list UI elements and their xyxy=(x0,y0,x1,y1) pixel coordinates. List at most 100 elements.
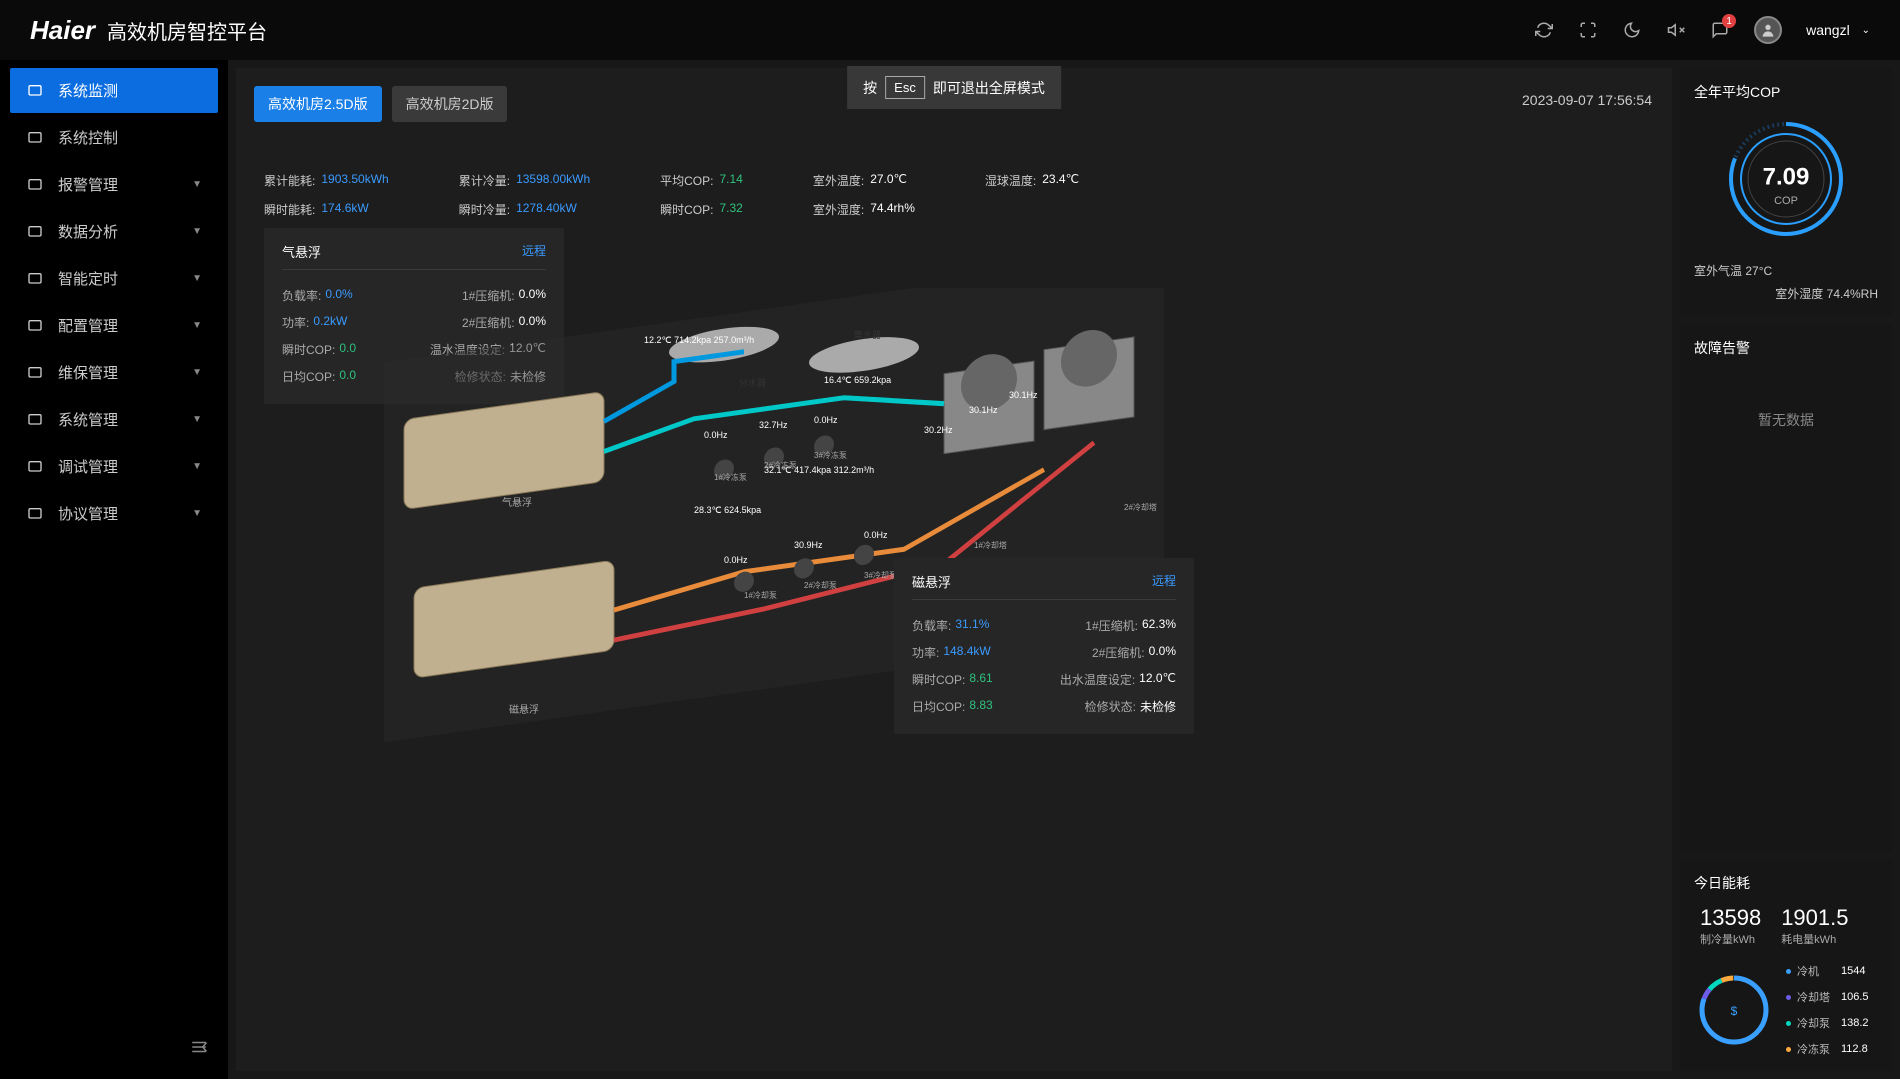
sidebar-item-label: 协议管理 xyxy=(58,503,118,524)
svg-text:0.0Hz: 0.0Hz xyxy=(704,430,728,440)
refresh-icon[interactable] xyxy=(1534,20,1554,40)
svg-text:集水器: 集水器 xyxy=(854,329,881,340)
sidebar-item-3[interactable]: 数据分析 ▼ xyxy=(10,209,218,254)
fault-empty: 暂无数据 xyxy=(1694,370,1878,470)
sidebar-item-9[interactable]: 协议管理 ▼ xyxy=(10,491,218,536)
mode-link[interactable]: 远程 xyxy=(1152,572,1176,591)
svg-text:3#冷冻泵: 3#冷冻泵 xyxy=(814,450,847,460)
message-icon[interactable]: 1 xyxy=(1710,20,1730,40)
svg-text:0.0Hz: 0.0Hz xyxy=(864,530,888,540)
nav-icon xyxy=(26,458,44,476)
cooling-value: 13598 xyxy=(1700,905,1761,931)
fullscreen-icon[interactable] xyxy=(1578,20,1598,40)
sidebar-item-label: 系统控制 xyxy=(58,127,118,148)
fault-card: 故障告警 暂无数据 xyxy=(1680,324,1892,851)
notification-badge: 1 xyxy=(1722,14,1736,28)
nav-icon xyxy=(26,129,44,147)
svg-text:2#冷却泵: 2#冷却泵 xyxy=(804,580,837,590)
svg-text:28.3℃ 624.5kpa: 28.3℃ 624.5kpa xyxy=(694,505,761,515)
nav-icon xyxy=(26,223,44,241)
svg-text:30.1Hz: 30.1Hz xyxy=(1009,390,1038,400)
sidebar-item-label: 系统管理 xyxy=(58,409,118,430)
stats-row: 累计能耗:1903.50kWh 瞬时能耗:174.6kW 累计冷量:13598.… xyxy=(254,172,1654,218)
legend-item: 冷却塔106.5 xyxy=(1786,989,1869,1005)
moon-icon[interactable] xyxy=(1622,20,1642,40)
info-card-magnetic: 磁悬浮 远程 负载率:31.1%1#压缩机:62.3%功率:148.4kW2#压… xyxy=(894,558,1194,734)
svg-text:12.2℃ 714.2kpa 257.0m³/h: 12.2℃ 714.2kpa 257.0m³/h xyxy=(644,335,754,345)
chevron-down-icon: ▼ xyxy=(192,226,202,237)
sidebar-item-label: 报警管理 xyxy=(58,174,118,195)
info-row: 功率:148.4kW2#压缩机:0.0% xyxy=(912,639,1176,666)
svg-text:$: $ xyxy=(1731,1004,1738,1018)
info-row: 日均COP:8.83检修状态:未检修 xyxy=(912,693,1176,720)
sidebar-item-4[interactable]: 智能定时 ▼ xyxy=(10,256,218,301)
svg-text:32.7Hz: 32.7Hz xyxy=(759,420,788,430)
sidebar-item-7[interactable]: 系统管理 ▼ xyxy=(10,397,218,442)
timestamp: 2023-09-07 17:56:54 xyxy=(1522,92,1652,108)
chevron-down-icon: ▼ xyxy=(192,461,202,472)
svg-text:2#冷冻泵: 2#冷冻泵 xyxy=(764,460,797,470)
power-value: 1901.5 xyxy=(1781,905,1848,931)
svg-text:1#冷却塔: 1#冷却塔 xyxy=(974,540,1007,550)
nav-icon xyxy=(26,364,44,382)
svg-text:1#冷冻泵: 1#冷冻泵 xyxy=(714,472,747,482)
sidebar-item-8[interactable]: 调试管理 ▼ xyxy=(10,444,218,489)
sidebar: 系统监测系统控制报警管理▼数据分析▼智能定时▼配置管理▼维保管理▼系统管理▼调试… xyxy=(0,60,228,1079)
chevron-down-icon: ▼ xyxy=(192,367,202,378)
main-panel: 按 Esc 即可退出全屏模式 高效机房2.5D版 高效机房2D版 2023-09… xyxy=(236,68,1672,1071)
mode-link[interactable]: 远程 xyxy=(522,242,546,261)
sidebar-item-label: 调试管理 xyxy=(58,456,118,477)
legend-item: 冷机1544 xyxy=(1786,963,1869,979)
cop-value: 7.09 xyxy=(1763,164,1810,192)
svg-text:气悬浮: 气悬浮 xyxy=(502,496,532,509)
nav-icon xyxy=(26,176,44,194)
app-header: Haier 高效机房智控平台 1 wangzl ⌄ xyxy=(0,0,1900,60)
svg-text:1#冷却泵: 1#冷却泵 xyxy=(744,590,777,600)
sidebar-item-label: 系统监测 xyxy=(58,80,118,101)
svg-text:30.2Hz: 30.2Hz xyxy=(924,425,953,435)
sidebar-item-label: 配置管理 xyxy=(58,315,118,336)
svg-text:0.0Hz: 0.0Hz xyxy=(724,555,748,565)
sidebar-item-label: 智能定时 xyxy=(58,268,118,289)
esc-hint: 按 Esc 即可退出全屏模式 xyxy=(847,66,1061,109)
chevron-down-icon: ▼ xyxy=(192,508,202,519)
esc-key: Esc xyxy=(885,76,925,99)
sidebar-item-label: 维保管理 xyxy=(58,362,118,383)
svg-text:16.4℃ 659.2kpa: 16.4℃ 659.2kpa xyxy=(824,375,891,385)
info-row: 瞬时COP:8.61出水温度设定:12.0℃ xyxy=(912,666,1176,693)
legend-item: 冷冻泵112.8 xyxy=(1786,1041,1869,1057)
chevron-down-icon: ▼ xyxy=(192,179,202,190)
brand-logo: Haier xyxy=(30,15,95,46)
energy-card: 今日能耗 13598 制冷量kWh 1901.5 耗电量kWh xyxy=(1680,859,1892,1071)
sidebar-item-6[interactable]: 维保管理 ▼ xyxy=(10,350,218,395)
chevron-down-icon: ▼ xyxy=(192,414,202,425)
sidebar-item-2[interactable]: 报警管理 ▼ xyxy=(10,162,218,207)
nav-icon xyxy=(26,270,44,288)
svg-text:磁悬浮: 磁悬浮 xyxy=(509,703,539,716)
chevron-down-icon: ▼ xyxy=(192,320,202,331)
collapse-sidebar-icon[interactable] xyxy=(180,1028,218,1071)
nav-icon xyxy=(26,82,44,100)
nav-icon xyxy=(26,411,44,429)
svg-text:0.0Hz: 0.0Hz xyxy=(814,415,838,425)
username[interactable]: wangzl ⌄ xyxy=(1806,22,1870,38)
sidebar-item-label: 数据分析 xyxy=(58,221,118,242)
nav-icon xyxy=(26,505,44,523)
sidebar-item-5[interactable]: 配置管理 ▼ xyxy=(10,303,218,348)
sidebar-item-1[interactable]: 系统控制 xyxy=(10,115,218,160)
app-title: 高效机房智控平台 xyxy=(107,16,267,45)
svg-text:分水器: 分水器 xyxy=(739,377,766,388)
svg-text:2#冷却塔: 2#冷却塔 xyxy=(1124,502,1157,512)
info-row: 负载率:31.1%1#压缩机:62.3% xyxy=(912,612,1176,639)
chevron-down-icon: ▼ xyxy=(192,273,202,284)
svg-text:30.1Hz: 30.1Hz xyxy=(969,405,998,415)
user-avatar[interactable] xyxy=(1754,16,1782,44)
tab-2d[interactable]: 高效机房2D版 xyxy=(392,86,508,122)
cop-card: 全年平均COP 7.09 COP 室外气温 27°C xyxy=(1680,68,1892,316)
tab-25d[interactable]: 高效机房2.5D版 xyxy=(254,86,382,122)
legend-item: 冷却泵138.2 xyxy=(1786,1015,1869,1031)
sidebar-item-0[interactable]: 系统监测 xyxy=(10,68,218,113)
nav-icon xyxy=(26,317,44,335)
mute-icon[interactable] xyxy=(1666,20,1686,40)
svg-text:3#冷却泵: 3#冷却泵 xyxy=(864,570,897,580)
